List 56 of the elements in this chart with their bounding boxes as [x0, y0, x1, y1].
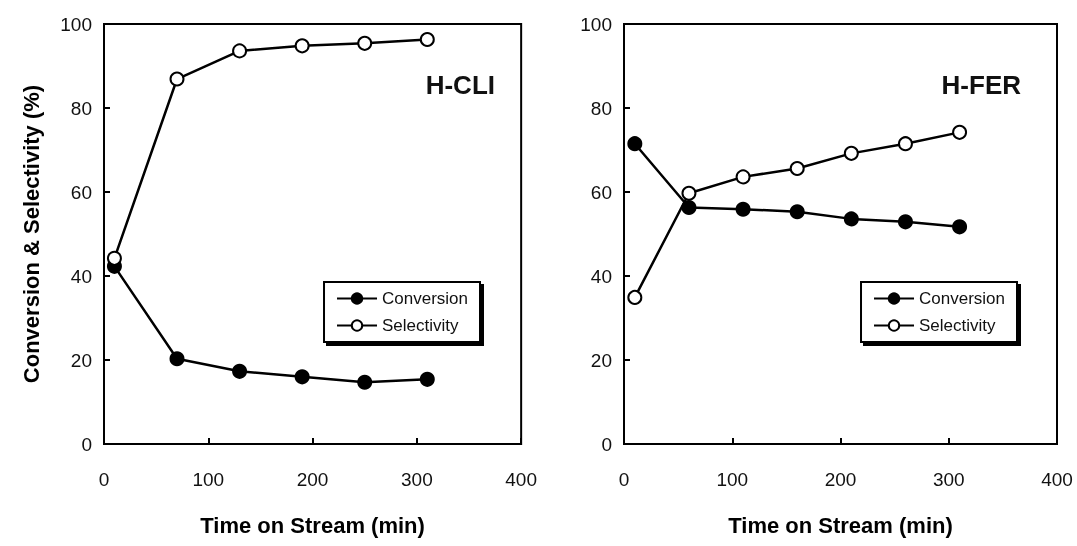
y-tick-label: 60 — [590, 181, 612, 203]
x-tick-label: 100 — [192, 469, 225, 490]
point — [627, 136, 643, 152]
legend-label: Conversion — [382, 289, 469, 308]
x-tick-label: 200 — [824, 469, 857, 490]
point — [735, 169, 751, 185]
y-tick-label: 0 — [601, 433, 612, 455]
y-tick-label: 0 — [81, 433, 92, 455]
point — [789, 160, 805, 176]
y-tick-label: 20 — [70, 349, 92, 371]
y-axis-title: Conversion & Selectivity (%) — [18, 84, 44, 384]
point — [843, 145, 859, 161]
y-tick-label: 80 — [70, 97, 92, 119]
y-tick-label: 100 — [60, 13, 92, 35]
point — [106, 250, 122, 266]
point — [735, 201, 751, 217]
point — [897, 136, 913, 152]
x-tick-label: 400 — [505, 469, 537, 490]
y-tick-label: 40 — [590, 265, 612, 287]
point — [952, 124, 968, 140]
annotation: H-FER — [941, 70, 1022, 100]
point — [169, 351, 185, 367]
y-tick-label: 40 — [70, 265, 92, 287]
x-tick-label: 0 — [98, 469, 110, 490]
point — [294, 38, 310, 54]
legend-label: Conversion — [919, 289, 1006, 308]
x-axis-title: Time on Stream (min) — [728, 512, 953, 538]
point — [419, 32, 435, 48]
point — [357, 35, 373, 51]
y-tick-label: 20 — [590, 349, 612, 371]
legend-label: Selectivity — [919, 316, 997, 335]
point — [169, 71, 185, 87]
y-tick-label: 100 — [580, 13, 612, 35]
x-tick-label: 100 — [716, 469, 749, 490]
y-tick-label: 80 — [590, 97, 612, 119]
x-tick-label: 0 — [618, 469, 630, 490]
point — [627, 289, 643, 305]
x-tick-label: 300 — [932, 469, 965, 490]
point — [843, 211, 859, 227]
point — [294, 369, 310, 385]
point — [681, 200, 697, 216]
point — [232, 43, 248, 59]
point — [232, 363, 248, 379]
point — [789, 204, 805, 220]
point — [897, 214, 913, 230]
y-tick-label: 60 — [70, 181, 92, 203]
x-tick-label: 400 — [1041, 469, 1073, 490]
point — [952, 219, 968, 235]
x-tick-label: 300 — [401, 469, 433, 490]
x-axis-title: Time on Stream (min) — [200, 512, 425, 538]
point — [419, 371, 435, 387]
annotation: H-CLI — [425, 70, 496, 100]
point — [681, 185, 697, 201]
x-tick-label: 200 — [296, 469, 329, 490]
legend-label: Selectivity — [382, 316, 460, 335]
point — [357, 374, 373, 390]
